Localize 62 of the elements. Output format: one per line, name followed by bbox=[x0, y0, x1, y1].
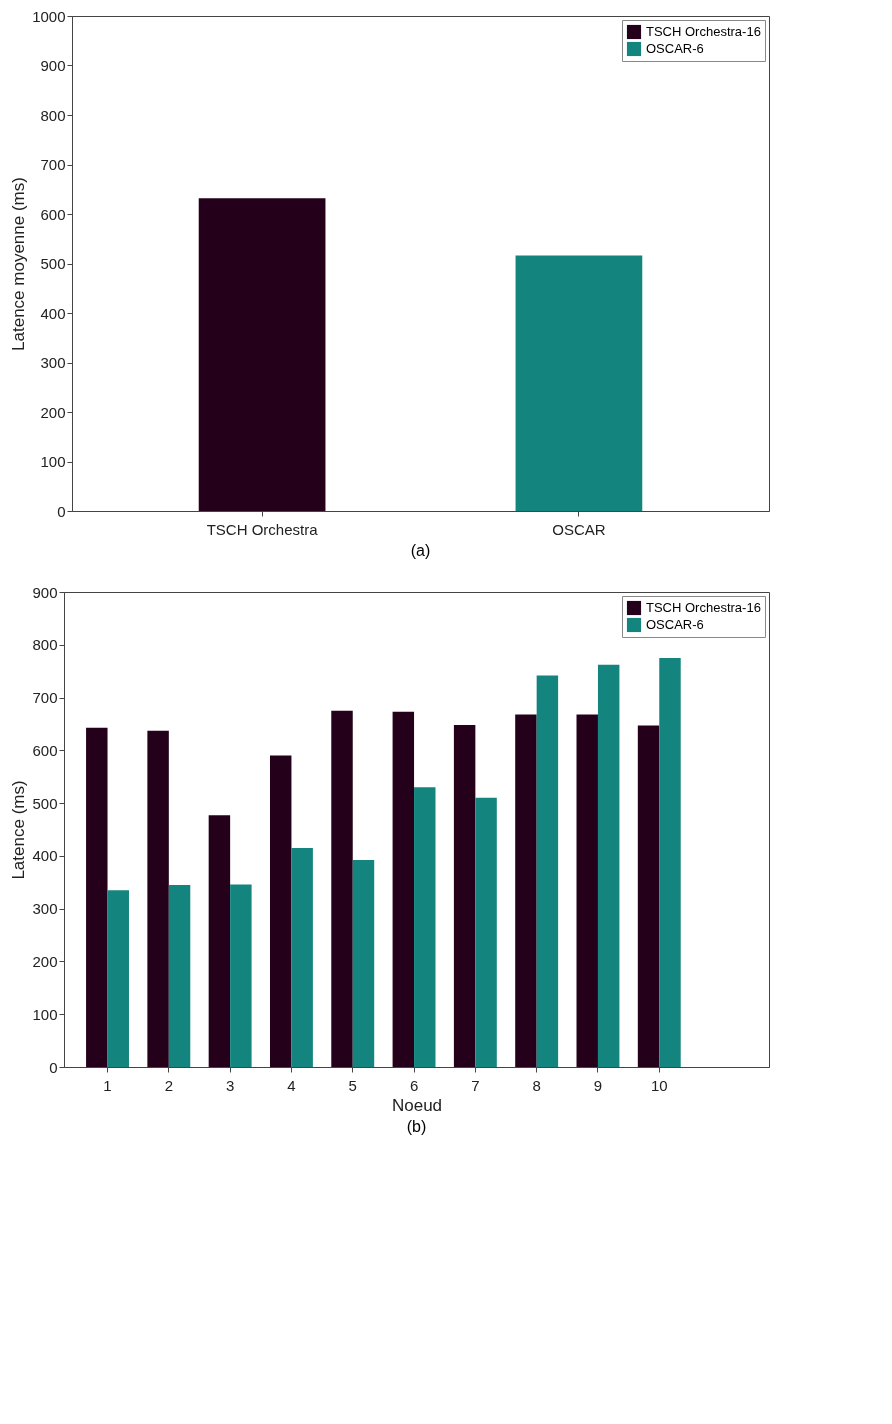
x-tick-label: 4 bbox=[287, 1076, 296, 1094]
bar bbox=[392, 711, 415, 1067]
legend-label: TSCH Orchestra-16 bbox=[646, 24, 761, 39]
x-tick-label: 6 bbox=[409, 1076, 419, 1094]
x-tick-label: 5 bbox=[348, 1076, 357, 1094]
bar bbox=[208, 815, 231, 1067]
y-tick-label: 300 bbox=[40, 354, 66, 371]
y-tick-label: 0 bbox=[57, 502, 66, 520]
bar bbox=[414, 787, 436, 1067]
y-tick-label: 400 bbox=[32, 847, 58, 865]
bar bbox=[168, 884, 191, 1067]
x-tick-label: 3 bbox=[225, 1076, 235, 1094]
x-tick-label: OSCAR bbox=[552, 520, 606, 538]
x-tick-label: TSCH Orchestra bbox=[206, 520, 319, 538]
y-tick-label: 600 bbox=[40, 205, 66, 223]
y-axis-title: Latence (ms) bbox=[9, 780, 29, 880]
x-tick-label: 1 bbox=[103, 1076, 112, 1094]
bar bbox=[269, 755, 292, 1067]
x-tick-label: 9 bbox=[593, 1076, 603, 1094]
bar bbox=[147, 730, 169, 1067]
bar bbox=[659, 657, 681, 1067]
y-tick-label: 0 bbox=[49, 1058, 58, 1076]
y-tick-label: 400 bbox=[40, 304, 66, 322]
y-tick-label: 700 bbox=[40, 156, 66, 173]
bar bbox=[515, 714, 537, 1067]
legend-label: TSCH Orchestra-16 bbox=[646, 600, 761, 615]
y-tick-label: 100 bbox=[32, 1005, 58, 1023]
y-tick-label: 300 bbox=[32, 900, 58, 918]
x-axis-title: Noeud bbox=[391, 1095, 443, 1115]
y-tick-label: 200 bbox=[32, 952, 58, 970]
text: (b) bbox=[406, 1118, 427, 1135]
legend-label: OSCAR-6 bbox=[646, 41, 704, 56]
bar bbox=[352, 860, 375, 1067]
y-tick-label: 100 bbox=[40, 453, 66, 470]
bar bbox=[536, 675, 559, 1067]
bar bbox=[576, 714, 598, 1067]
x-tick-label: 7 bbox=[471, 1076, 480, 1094]
y-tick-label: 500 bbox=[40, 255, 66, 272]
bar bbox=[475, 797, 497, 1067]
bar bbox=[86, 727, 108, 1067]
bar bbox=[597, 664, 620, 1067]
bar bbox=[453, 725, 476, 1067]
y-tick-label: 500 bbox=[32, 794, 58, 812]
x-tick-label: 2 bbox=[164, 1076, 173, 1094]
y-tick-label: 900 bbox=[40, 57, 66, 74]
y-tick-label: 900 bbox=[32, 583, 58, 601]
y-tick-label: 200 bbox=[40, 403, 66, 421]
y-tick-label: 1000 bbox=[32, 7, 66, 25]
bar bbox=[291, 847, 313, 1067]
x-tick-label: 8 bbox=[532, 1076, 541, 1094]
text: (a) bbox=[410, 542, 431, 559]
y-tick-label: 800 bbox=[32, 636, 58, 654]
x-tick-label: 10 bbox=[650, 1076, 668, 1094]
y-axis-title: Latence moyenne (ms) bbox=[9, 177, 29, 351]
legend-label: OSCAR-6 bbox=[646, 617, 704, 632]
y-tick-label: 800 bbox=[40, 106, 66, 124]
bar bbox=[637, 725, 660, 1067]
bar bbox=[107, 890, 129, 1067]
y-tick-label: 700 bbox=[32, 689, 58, 707]
bar bbox=[331, 710, 353, 1067]
bar bbox=[230, 884, 252, 1067]
y-tick-label: 600 bbox=[32, 741, 58, 759]
